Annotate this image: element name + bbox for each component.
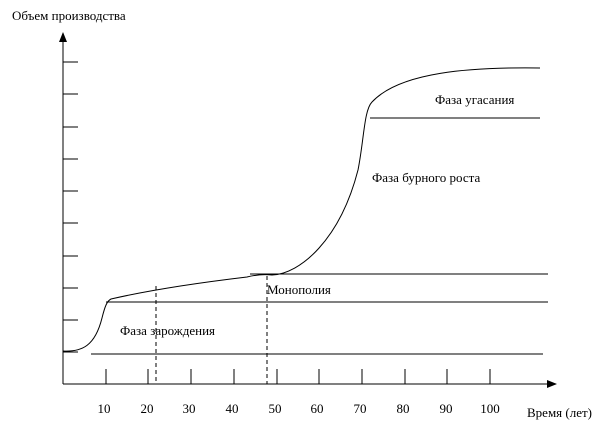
phase-label-growth: Фаза бурного роста xyxy=(372,170,480,185)
x-tick-label: 10 xyxy=(98,401,111,416)
x-tick-label: 90 xyxy=(440,401,453,416)
x-tick-label: 80 xyxy=(397,401,410,416)
x-tick-label: 100 xyxy=(480,401,500,416)
phase-label-decline: Фаза угасания xyxy=(435,92,514,107)
x-tick-label: 40 xyxy=(226,401,239,416)
x-tick-label: 70 xyxy=(354,401,367,416)
phase-label-monopoly: Монополия xyxy=(267,282,331,297)
production-curve xyxy=(62,67,541,352)
x-axis-ticks xyxy=(105,369,491,384)
x-tick-label: 60 xyxy=(311,401,324,416)
y-axis-ticks xyxy=(63,61,78,353)
y-axis-label: Объем производства xyxy=(12,8,126,23)
x-axis-label: Время (лет) xyxy=(527,405,592,420)
phase-label-birth: Фаза зарождения xyxy=(120,323,215,338)
x-tick-label: 20 xyxy=(141,401,154,416)
x-tick-label: 50 xyxy=(269,401,282,416)
x-tick-labels: 10 20 30 40 50 60 70 80 90 100 xyxy=(98,401,500,416)
x-tick-label: 30 xyxy=(183,401,196,416)
